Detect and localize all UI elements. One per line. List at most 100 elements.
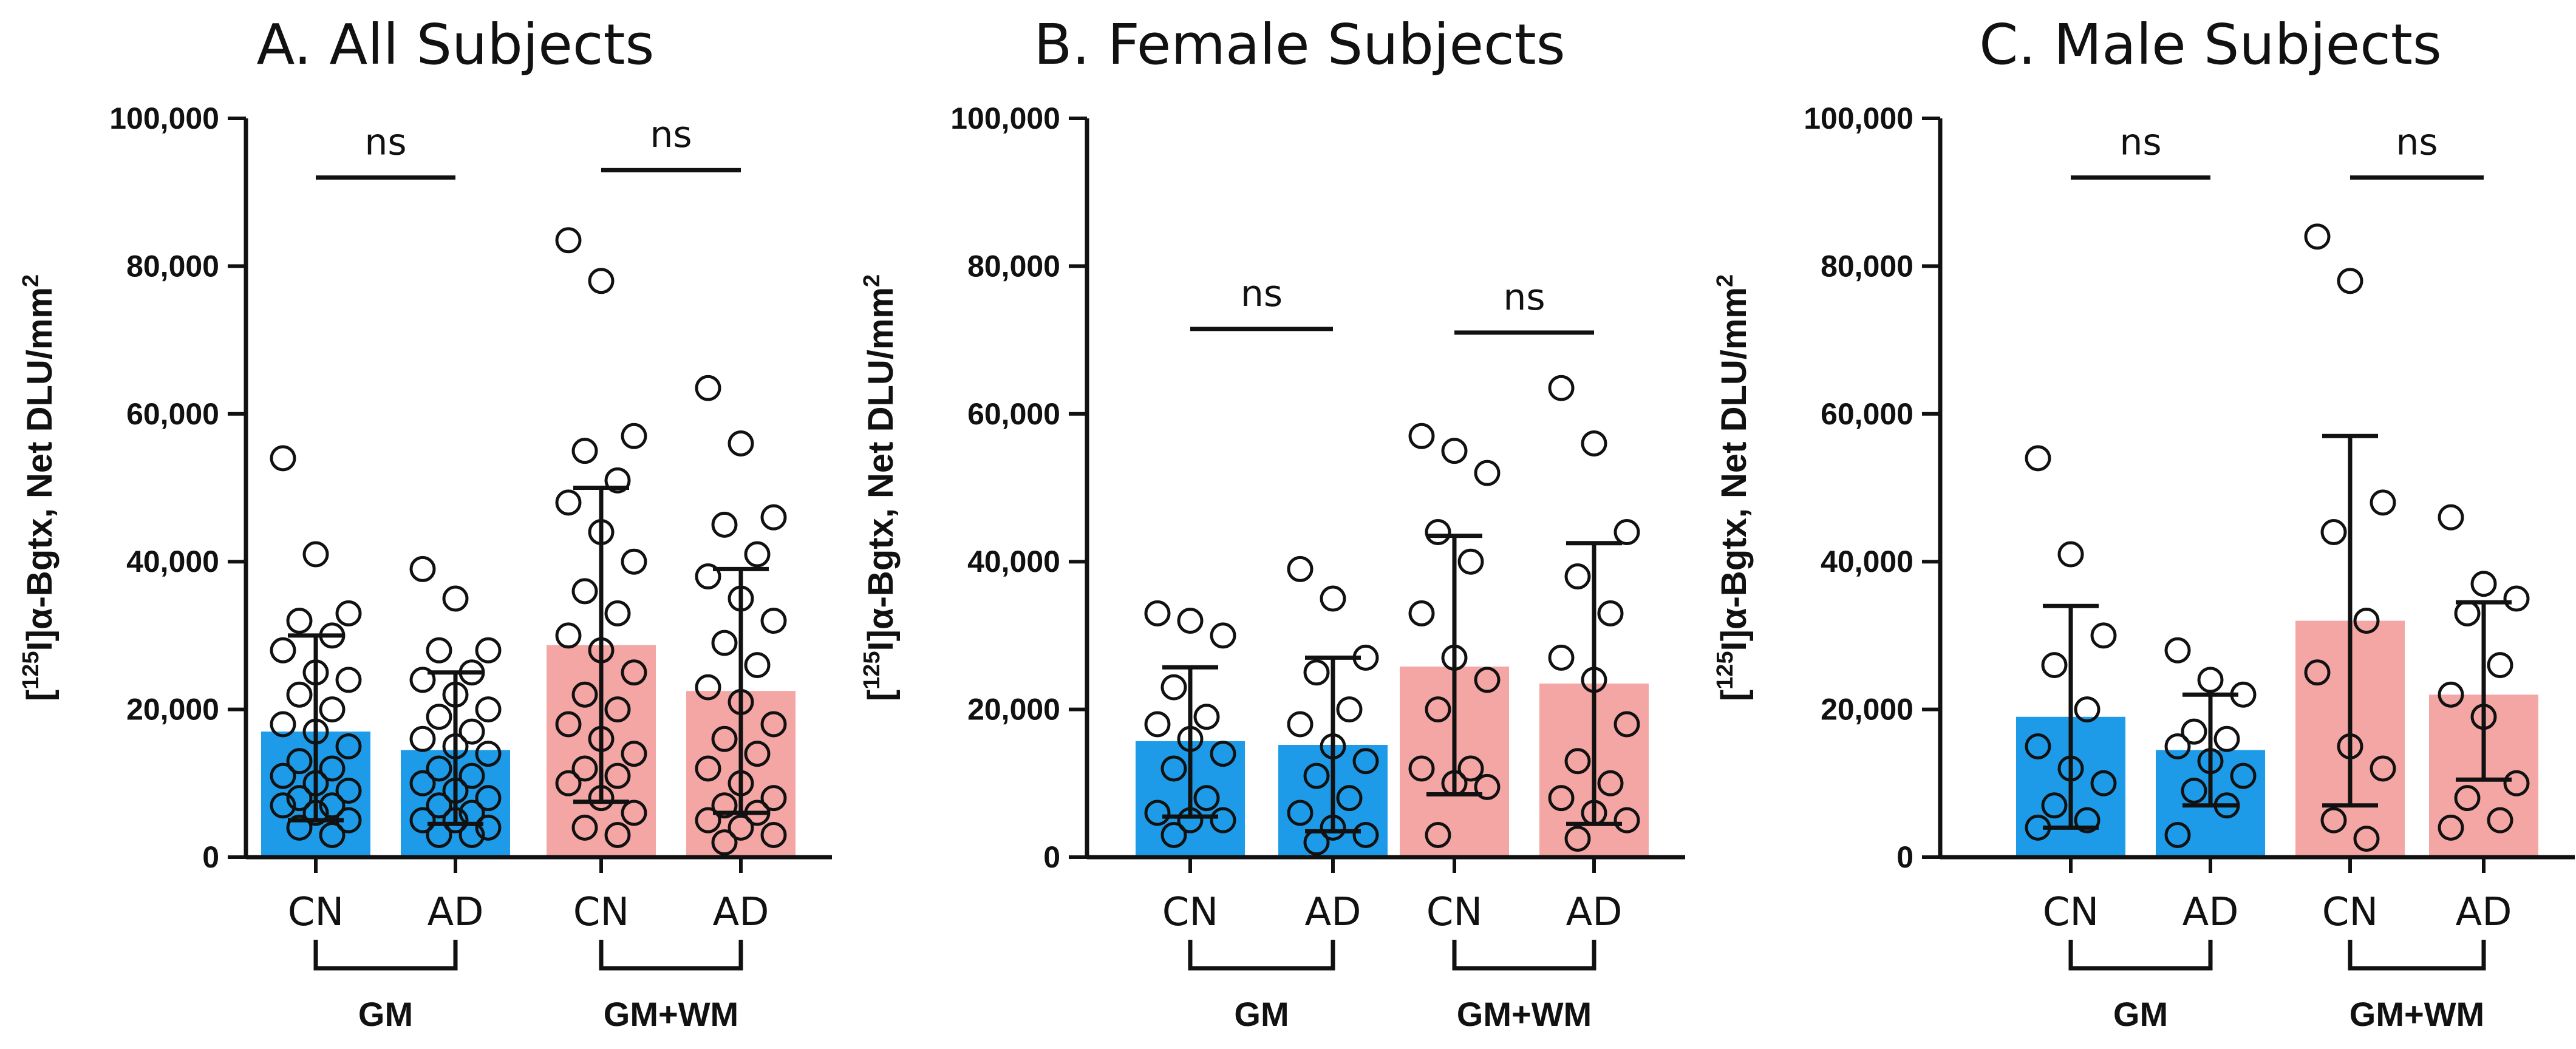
- data-point: [475, 741, 502, 767]
- data-point: [270, 792, 296, 819]
- y-label-text: I]α-Bgtx, Net DLU/mm: [20, 287, 60, 651]
- data-point: [727, 814, 754, 841]
- data-point: [695, 674, 721, 701]
- data-point: [1564, 748, 1591, 775]
- significance-label: ns: [364, 121, 406, 163]
- data-point: [302, 541, 329, 568]
- x-tick-label: AD: [2455, 890, 2512, 935]
- data-point: [1474, 667, 1501, 693]
- data-point: [760, 504, 787, 531]
- y-tick-label: 0: [1043, 840, 1060, 874]
- data-point: [2074, 807, 2101, 833]
- y-tick-label: 80,000: [967, 249, 1060, 283]
- data-point: [335, 733, 362, 759]
- y-label-bracket: [: [861, 690, 901, 701]
- data-point: [2213, 725, 2240, 752]
- data-point: [1352, 821, 1379, 848]
- data-point: [695, 563, 721, 590]
- data-point: [744, 652, 771, 679]
- x-tick-label: AD: [1566, 890, 1622, 935]
- data-point: [2370, 489, 2396, 516]
- y-label-bracket: [: [20, 690, 60, 701]
- group-label: GM+WM: [604, 995, 738, 1033]
- data-point: [2503, 770, 2530, 796]
- data-point: [1457, 548, 1484, 575]
- data-point: [2454, 600, 2481, 626]
- chart-title: A. All Subjects: [257, 12, 655, 77]
- data-point: [286, 608, 313, 634]
- data-point: [555, 711, 582, 738]
- data-point: [1144, 711, 1171, 738]
- data-point: [1287, 711, 1314, 738]
- y-tick-label: 40,000: [126, 545, 219, 579]
- x-tick-label: CN: [1162, 890, 1219, 935]
- y-tick-label: 0: [202, 840, 219, 874]
- data-point: [571, 578, 598, 605]
- y-tick-label: 80,000: [126, 249, 219, 283]
- data-point: [335, 777, 362, 804]
- data-point: [2164, 637, 2191, 664]
- group-bracket: [1452, 940, 1596, 971]
- y-tick-label: 20,000: [967, 693, 1060, 727]
- data-point: [2320, 807, 2347, 833]
- data-point: [319, 821, 346, 848]
- y-tick-label: 80,000: [1821, 249, 1913, 283]
- data-point: [286, 814, 313, 841]
- data-point: [2041, 792, 2068, 819]
- data-point: [760, 785, 787, 812]
- data-point: [555, 770, 582, 796]
- y-tick-label: 100,000: [1804, 101, 1913, 135]
- data-point: [604, 762, 631, 789]
- data-point: [409, 725, 436, 752]
- data-point: [571, 814, 598, 841]
- data-point: [319, 755, 346, 782]
- data-point: [760, 711, 787, 738]
- data-point: [286, 785, 313, 812]
- data-point: [2337, 268, 2363, 294]
- data-point: [409, 667, 436, 693]
- data-point: [335, 667, 362, 693]
- data-point: [2041, 652, 2068, 679]
- group-bracket: [2068, 940, 2213, 971]
- data-point: [270, 637, 296, 664]
- data-point: [1193, 785, 1220, 812]
- data-point: [270, 711, 296, 738]
- panel-2: B. Female Subjects [125I]α-Bgtx, Net DLU/…: [859, 12, 1685, 1033]
- panel-1: A. All Subjects[125I]α-Bgtx, Net DLU/mm2…: [18, 12, 832, 1033]
- data-point: [2320, 519, 2347, 546]
- data-point: [1548, 375, 1575, 401]
- data-point: [2164, 733, 2191, 759]
- data-point: [270, 762, 296, 789]
- data-point: [604, 821, 631, 848]
- data-point: [409, 807, 436, 833]
- data-point: [2438, 814, 2464, 841]
- data-point: [286, 748, 313, 775]
- y-axis-label: [125I]α-Bgtx, Net DLU/mm2: [859, 274, 901, 701]
- data-point: [555, 227, 582, 254]
- data-point: [270, 445, 296, 472]
- data-point: [621, 548, 647, 575]
- data-point: [1193, 704, 1220, 730]
- data-point: [1408, 755, 1435, 782]
- x-tick-label: AD: [1304, 890, 1361, 935]
- data-point: [2438, 504, 2464, 531]
- data-point: [1613, 711, 1640, 738]
- data-point: [1597, 770, 1624, 796]
- data-point: [1474, 460, 1501, 486]
- data-point: [711, 792, 738, 819]
- y-label-text: I]α-Bgtx, Net DLU/mm: [1714, 287, 1754, 651]
- data-point: [2230, 762, 2257, 789]
- data-point: [1408, 423, 1435, 449]
- data-point: [475, 696, 502, 723]
- data-point: [1287, 555, 1314, 582]
- group-bracket: [1188, 940, 1335, 971]
- y-tick-label: 60,000: [126, 397, 219, 431]
- data-point: [1210, 807, 1236, 833]
- x-tick-label: CN: [573, 890, 630, 935]
- group-label: GM: [2113, 995, 2168, 1033]
- data-point: [1160, 674, 1187, 701]
- data-point: [1144, 600, 1171, 626]
- data-point: [319, 792, 346, 819]
- y-tick-label: 20,000: [126, 693, 219, 727]
- data-point: [1457, 755, 1484, 782]
